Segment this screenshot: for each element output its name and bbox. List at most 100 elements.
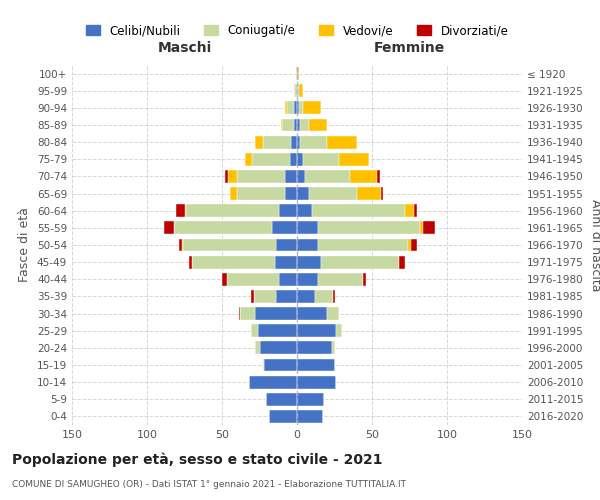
- Bar: [179, 238, 182, 252]
- Bar: [263, 136, 291, 148]
- Bar: [300, 118, 309, 132]
- Bar: [275, 256, 297, 268]
- Bar: [297, 256, 321, 268]
- Bar: [269, 410, 297, 423]
- Bar: [229, 187, 237, 200]
- Bar: [363, 273, 366, 285]
- Bar: [176, 204, 185, 217]
- Bar: [237, 170, 285, 183]
- Bar: [327, 307, 339, 320]
- Y-axis label: Anni di nascita: Anni di nascita: [589, 198, 600, 291]
- Bar: [315, 290, 333, 303]
- Bar: [282, 118, 294, 132]
- Bar: [285, 102, 287, 114]
- Bar: [297, 102, 299, 114]
- Text: Femmine: Femmine: [374, 40, 445, 54]
- Legend: Celibi/Nubili, Coniugati/e, Vedovi/e, Divorziati/e: Celibi/Nubili, Coniugati/e, Vedovi/e, Di…: [86, 24, 508, 37]
- Bar: [240, 307, 255, 320]
- Bar: [294, 102, 297, 114]
- Bar: [339, 153, 369, 166]
- Bar: [309, 118, 327, 132]
- Bar: [296, 67, 297, 80]
- Bar: [297, 170, 305, 183]
- Bar: [312, 204, 405, 217]
- Text: COMUNE DI SAMUGHEO (OR) - Dati ISTAT 1° gennaio 2021 - Elaborazione TUTTITALIA.I: COMUNE DI SAMUGHEO (OR) - Dati ISTAT 1° …: [12, 480, 406, 489]
- Y-axis label: Fasce di età: Fasce di età: [19, 208, 31, 282]
- Bar: [297, 342, 331, 354]
- Bar: [287, 102, 294, 114]
- Bar: [239, 307, 240, 320]
- Bar: [336, 324, 342, 337]
- Bar: [411, 238, 417, 252]
- Bar: [297, 393, 324, 406]
- Bar: [297, 204, 312, 217]
- Bar: [163, 222, 174, 234]
- Bar: [297, 222, 318, 234]
- Bar: [297, 358, 335, 372]
- Bar: [222, 273, 227, 285]
- Bar: [251, 324, 258, 337]
- Bar: [225, 170, 228, 183]
- Bar: [297, 67, 299, 80]
- Bar: [281, 118, 282, 132]
- Bar: [305, 170, 349, 183]
- Bar: [279, 273, 297, 285]
- Bar: [276, 238, 297, 252]
- Bar: [297, 118, 300, 132]
- Bar: [258, 324, 297, 337]
- Bar: [303, 102, 321, 114]
- Bar: [276, 290, 297, 303]
- Text: Maschi: Maschi: [157, 40, 212, 54]
- Bar: [420, 222, 423, 234]
- Bar: [271, 222, 297, 234]
- Bar: [294, 118, 297, 132]
- Bar: [255, 136, 263, 148]
- Bar: [249, 376, 297, 388]
- Bar: [264, 358, 297, 372]
- Bar: [255, 342, 260, 354]
- Bar: [228, 170, 237, 183]
- Bar: [291, 136, 297, 148]
- Bar: [303, 153, 339, 166]
- Bar: [318, 238, 408, 252]
- Bar: [333, 290, 335, 303]
- Bar: [174, 222, 271, 234]
- Bar: [349, 170, 377, 183]
- Bar: [252, 153, 290, 166]
- Bar: [399, 256, 405, 268]
- Bar: [297, 153, 303, 166]
- Bar: [414, 204, 417, 217]
- Bar: [237, 187, 285, 200]
- Text: Popolazione per età, sesso e stato civile - 2021: Popolazione per età, sesso e stato civil…: [12, 452, 383, 467]
- Bar: [183, 238, 276, 252]
- Bar: [245, 153, 252, 166]
- Bar: [296, 84, 297, 97]
- Bar: [182, 238, 183, 252]
- Bar: [297, 273, 318, 285]
- Bar: [189, 256, 192, 268]
- Bar: [297, 290, 315, 303]
- Bar: [265, 393, 297, 406]
- Bar: [297, 324, 336, 337]
- Bar: [299, 84, 303, 97]
- Bar: [263, 358, 264, 372]
- Bar: [285, 170, 297, 183]
- Bar: [254, 290, 276, 303]
- Bar: [408, 238, 411, 252]
- Bar: [297, 410, 323, 423]
- Bar: [260, 342, 297, 354]
- Bar: [251, 290, 254, 303]
- Bar: [297, 136, 300, 148]
- Bar: [405, 204, 414, 217]
- Bar: [381, 187, 383, 200]
- Bar: [377, 170, 380, 183]
- Bar: [299, 102, 303, 114]
- Bar: [331, 342, 335, 354]
- Bar: [297, 187, 309, 200]
- Bar: [327, 136, 357, 148]
- Bar: [300, 136, 327, 148]
- Bar: [297, 238, 318, 252]
- Bar: [321, 256, 399, 268]
- Bar: [279, 204, 297, 217]
- Bar: [318, 273, 363, 285]
